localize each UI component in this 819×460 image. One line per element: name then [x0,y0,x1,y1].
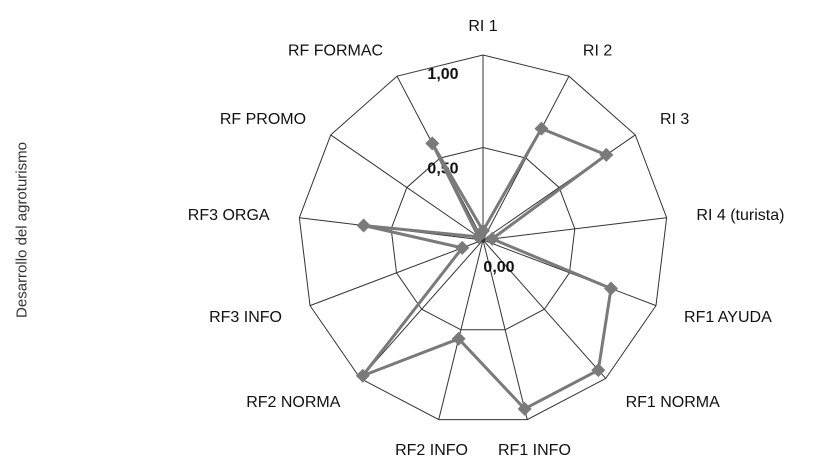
data-point [517,401,532,416]
data-point [485,231,500,246]
data-point [455,240,470,255]
category-label: RI 3 [660,111,689,128]
spoke-11 [330,134,484,241]
data-point [604,281,619,296]
spoke-3 [482,217,667,241]
spoke-9 [309,239,484,307]
tick-label: 1,00 [427,66,458,83]
series-line [361,127,613,411]
data-point [599,147,614,162]
category-label: RF1 AYUDA [684,309,772,326]
grid-ring-1 [298,54,668,421]
category-label: RF2 NORMA [246,394,341,411]
category-label: RF PROMO [220,111,306,128]
tick-label: 0,00 [483,259,514,276]
data-point [451,331,466,346]
category-label: RF1 INFO [498,442,571,459]
data-point [356,218,371,233]
category-label: RF2 INFO [395,442,468,459]
category-label: RF FORMAC [288,43,383,60]
category-label: RI 2 [583,43,612,60]
spoke-8 [359,239,484,379]
spoke-5 [482,239,607,379]
category-label: RI 1 [468,18,497,35]
category-label: RF3 ORGA [188,207,270,224]
grid-ring-0 [390,146,576,331]
category-label: RI 4 (turista) [696,207,784,224]
spoke-6 [482,239,528,420]
data-point [471,229,486,244]
data-point [591,363,606,378]
data-point [355,368,370,383]
category-label: RF1 NORMA [626,394,721,411]
category-label: RF3 INFO [209,309,282,326]
data-point [534,121,549,136]
spoke-7 [438,239,484,420]
data-point [425,136,440,151]
